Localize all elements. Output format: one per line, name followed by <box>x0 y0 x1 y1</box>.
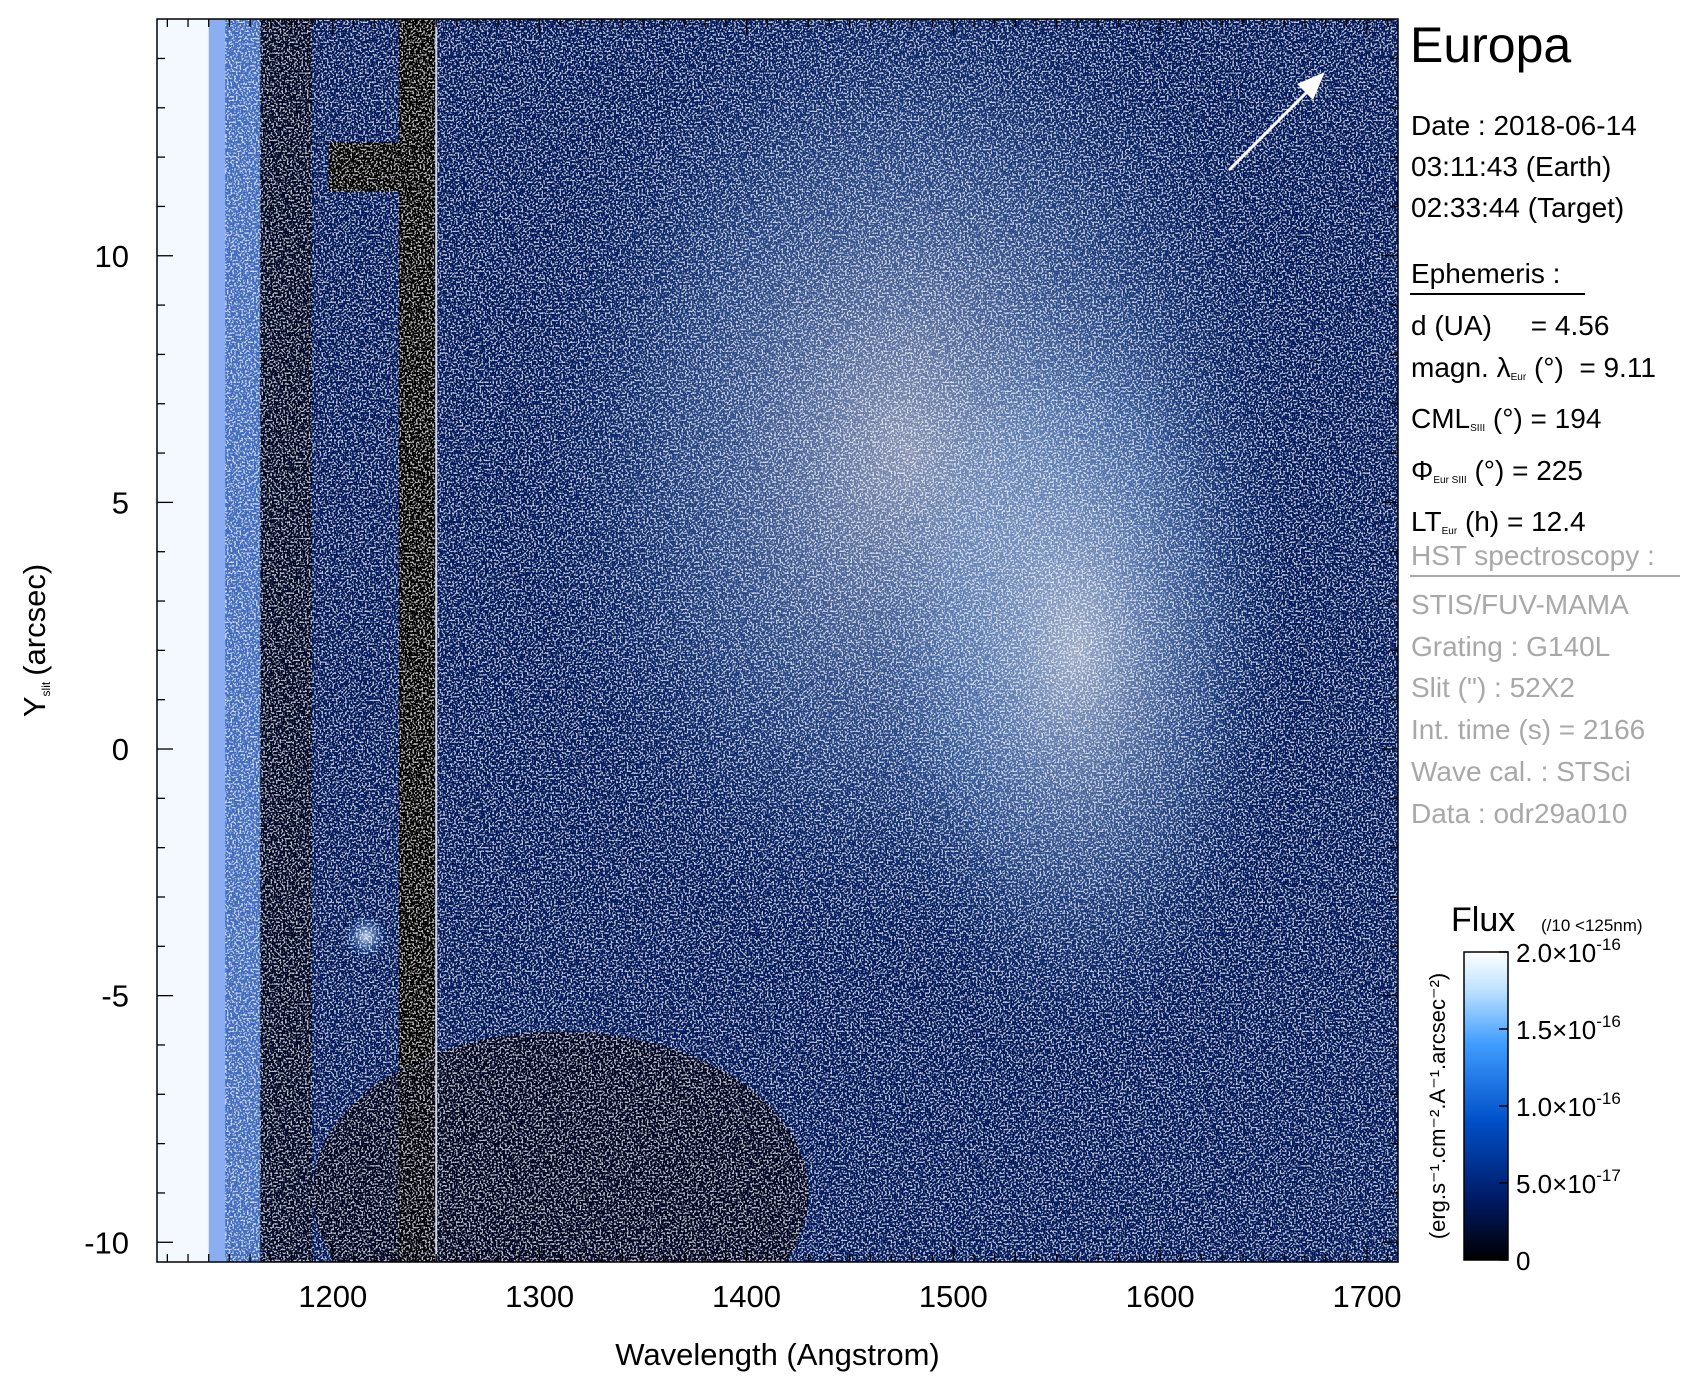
colorbar-tick-label: 2.0×10-16 <box>1516 935 1621 968</box>
y-tick-label: -5 <box>101 979 129 1014</box>
heatmap-image <box>157 19 1398 1262</box>
hst-list: STIS/FUV-MAMA Grating : G140L Slit (") :… <box>1411 584 1645 834</box>
x-tick-label: 1400 <box>712 1279 781 1314</box>
date-block: Date : 2018-06-14 03:11:43 (Earth) 02:33… <box>1411 105 1637 228</box>
colorbar-ticks: 0 5.0×10-17 1.0×10-16 1.5×10-16 2.0×10-16 <box>1499 935 1621 1276</box>
colorbar-note: (/10 <125nm) <box>1541 916 1643 935</box>
colorbar-title: Flux <box>1451 901 1516 939</box>
colorbar-unit-label: (erg.s⁻¹.cm⁻².A⁻¹.arcsec⁻²) <box>1425 973 1450 1239</box>
hst-grating: Grating : G140L <box>1411 630 1611 662</box>
y-axis-label-main: Y <box>17 696 52 717</box>
x-tick-label: 1500 <box>919 1279 988 1314</box>
y-tick-label: -10 <box>84 1225 129 1260</box>
plot-frame <box>156 18 1399 1263</box>
axis-ticks: 1200 1300 1400 1500 1600 1700 -10 -5 0 5 10 <box>84 19 1401 1314</box>
y-tick-label: 0 <box>112 732 129 767</box>
heatmap-speckle <box>225 19 1398 1262</box>
y-axis-label-sub: slit <box>39 681 53 696</box>
hst-wave-cal: Wave cal. : STSci <box>1411 755 1631 787</box>
colorbar-tick-label: 1.5×10-16 <box>1516 1012 1621 1045</box>
date-line: Date : 2018-06-14 <box>1411 110 1637 141</box>
hst-int-time: Int. time (s) = 2166 <box>1411 714 1646 746</box>
ephemeris-magn-lambda: magn. λEur (°) = 9.11 <box>1411 351 1656 383</box>
x-tick-label: 1300 <box>505 1279 574 1314</box>
target-time-line: 02:33:44 (Target) <box>1411 192 1625 223</box>
ephemeris-header: Ephemeris : <box>1411 258 1561 289</box>
ephemeris-cml: CMLSIII (°) = 194 <box>1411 403 1602 434</box>
x-tick-label: 1600 <box>1126 1279 1195 1314</box>
colorbar-tick-label: 0 <box>1516 1246 1530 1276</box>
ephemeris-list: d (UA) = 4.56 magn. λEur (°) = 9.11 CMLS… <box>1411 305 1656 553</box>
y-axis-label-unit: (arcsec) <box>17 564 52 676</box>
ephemeris-underline <box>1410 293 1585 295</box>
chart-title: Europa <box>1410 17 1572 73</box>
ephemeris-distance: d (UA) = 4.56 <box>1411 310 1610 341</box>
y-tick-label: 10 <box>95 239 129 274</box>
x-tick-label: 1700 <box>1332 1279 1401 1314</box>
arrow-head <box>1297 72 1325 100</box>
direction-arrow <box>1227 72 1325 172</box>
earth-time-line: 03:11:43 (Earth) <box>1411 151 1612 182</box>
hst-instrument: STIS/FUV-MAMA <box>1411 589 1629 620</box>
y-axis-label: Yslit (arcsec) <box>17 564 53 717</box>
hst-underline <box>1410 575 1680 577</box>
ephemeris-local-time: LTEur (h) = 12.4 <box>1411 506 1586 537</box>
hst-data-id: Data : odr29a010 <box>1411 797 1628 829</box>
colorbar-tick-label: 5.0×10-17 <box>1516 1166 1621 1199</box>
y-tick-label: 5 <box>112 485 129 520</box>
ephemeris-phi: ΦEur SIII (°) = 225 <box>1411 454 1583 486</box>
hst-header: HST spectroscopy : <box>1411 540 1655 571</box>
x-tick-label: 1200 <box>298 1279 367 1314</box>
colorbar-tick-label: 1.0×10-16 <box>1516 1089 1621 1122</box>
x-axis-label: Wavelength (Angstrom) <box>615 1337 939 1372</box>
arrow-shaft <box>1227 84 1315 172</box>
hst-slit: Slit (") : 52X2 <box>1411 672 1575 704</box>
